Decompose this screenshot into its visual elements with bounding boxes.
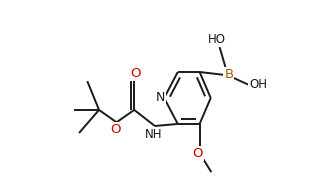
Text: HO: HO xyxy=(208,33,226,46)
Text: OH: OH xyxy=(249,78,267,91)
Text: B: B xyxy=(224,68,233,81)
Text: O: O xyxy=(110,123,121,136)
Text: N: N xyxy=(156,91,165,104)
Text: NH: NH xyxy=(145,128,163,141)
Text: O: O xyxy=(193,147,203,160)
Text: O: O xyxy=(130,67,140,80)
